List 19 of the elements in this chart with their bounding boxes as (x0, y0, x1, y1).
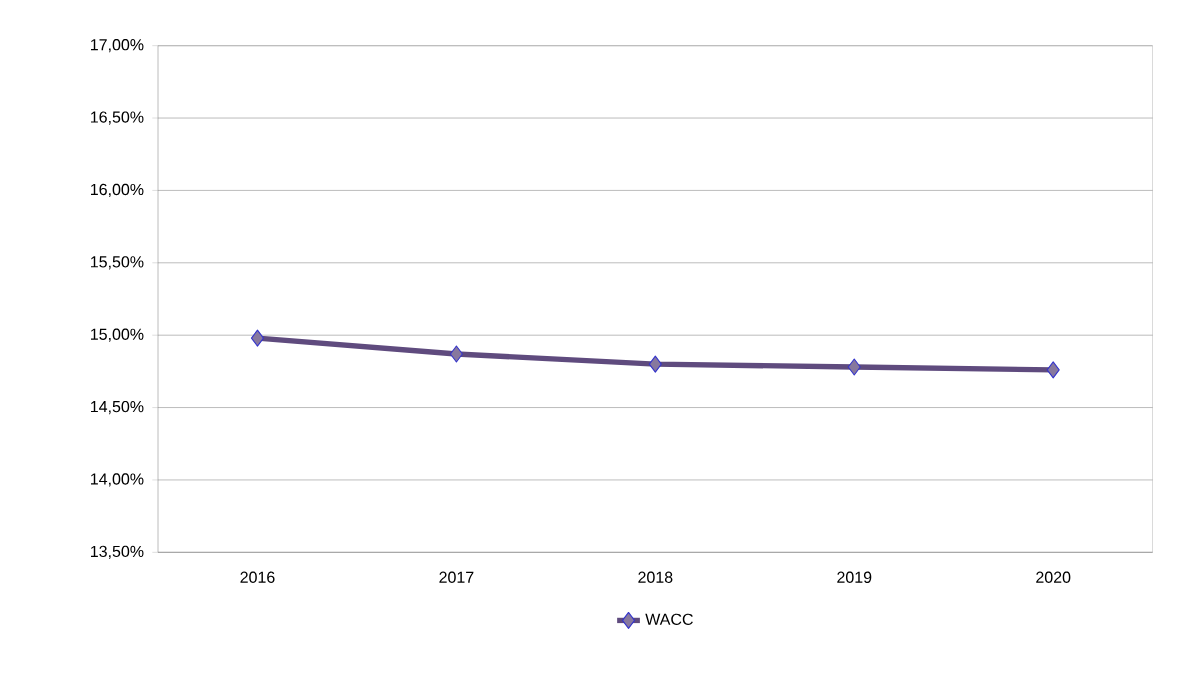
legend-label: WACC (645, 613, 693, 625)
x-tick-label: 2017 (439, 571, 474, 583)
y-tick-label: 16,50% (91, 111, 144, 125)
point (847, 358, 861, 376)
y-tick-label: 14,50% (91, 400, 144, 415)
x-tick-label: 2019 (837, 571, 872, 583)
y-tick-label: 15,50% (91, 256, 144, 270)
point (648, 355, 662, 373)
x-tick-label: 2018 (638, 571, 673, 583)
y-tick-label: 17,00% (91, 39, 144, 53)
y-tick-label: 14,00% (91, 473, 144, 487)
point (1046, 361, 1060, 379)
x-tick-label: 2020 (1036, 571, 1071, 583)
y-tick-label: 15,00% (91, 328, 144, 342)
point (250, 329, 265, 347)
x-tick-label: 2016 (240, 571, 275, 583)
point (449, 345, 463, 363)
y-tick-label: 16,00% (91, 183, 144, 198)
y-tick-label: 13,50% (91, 545, 144, 559)
